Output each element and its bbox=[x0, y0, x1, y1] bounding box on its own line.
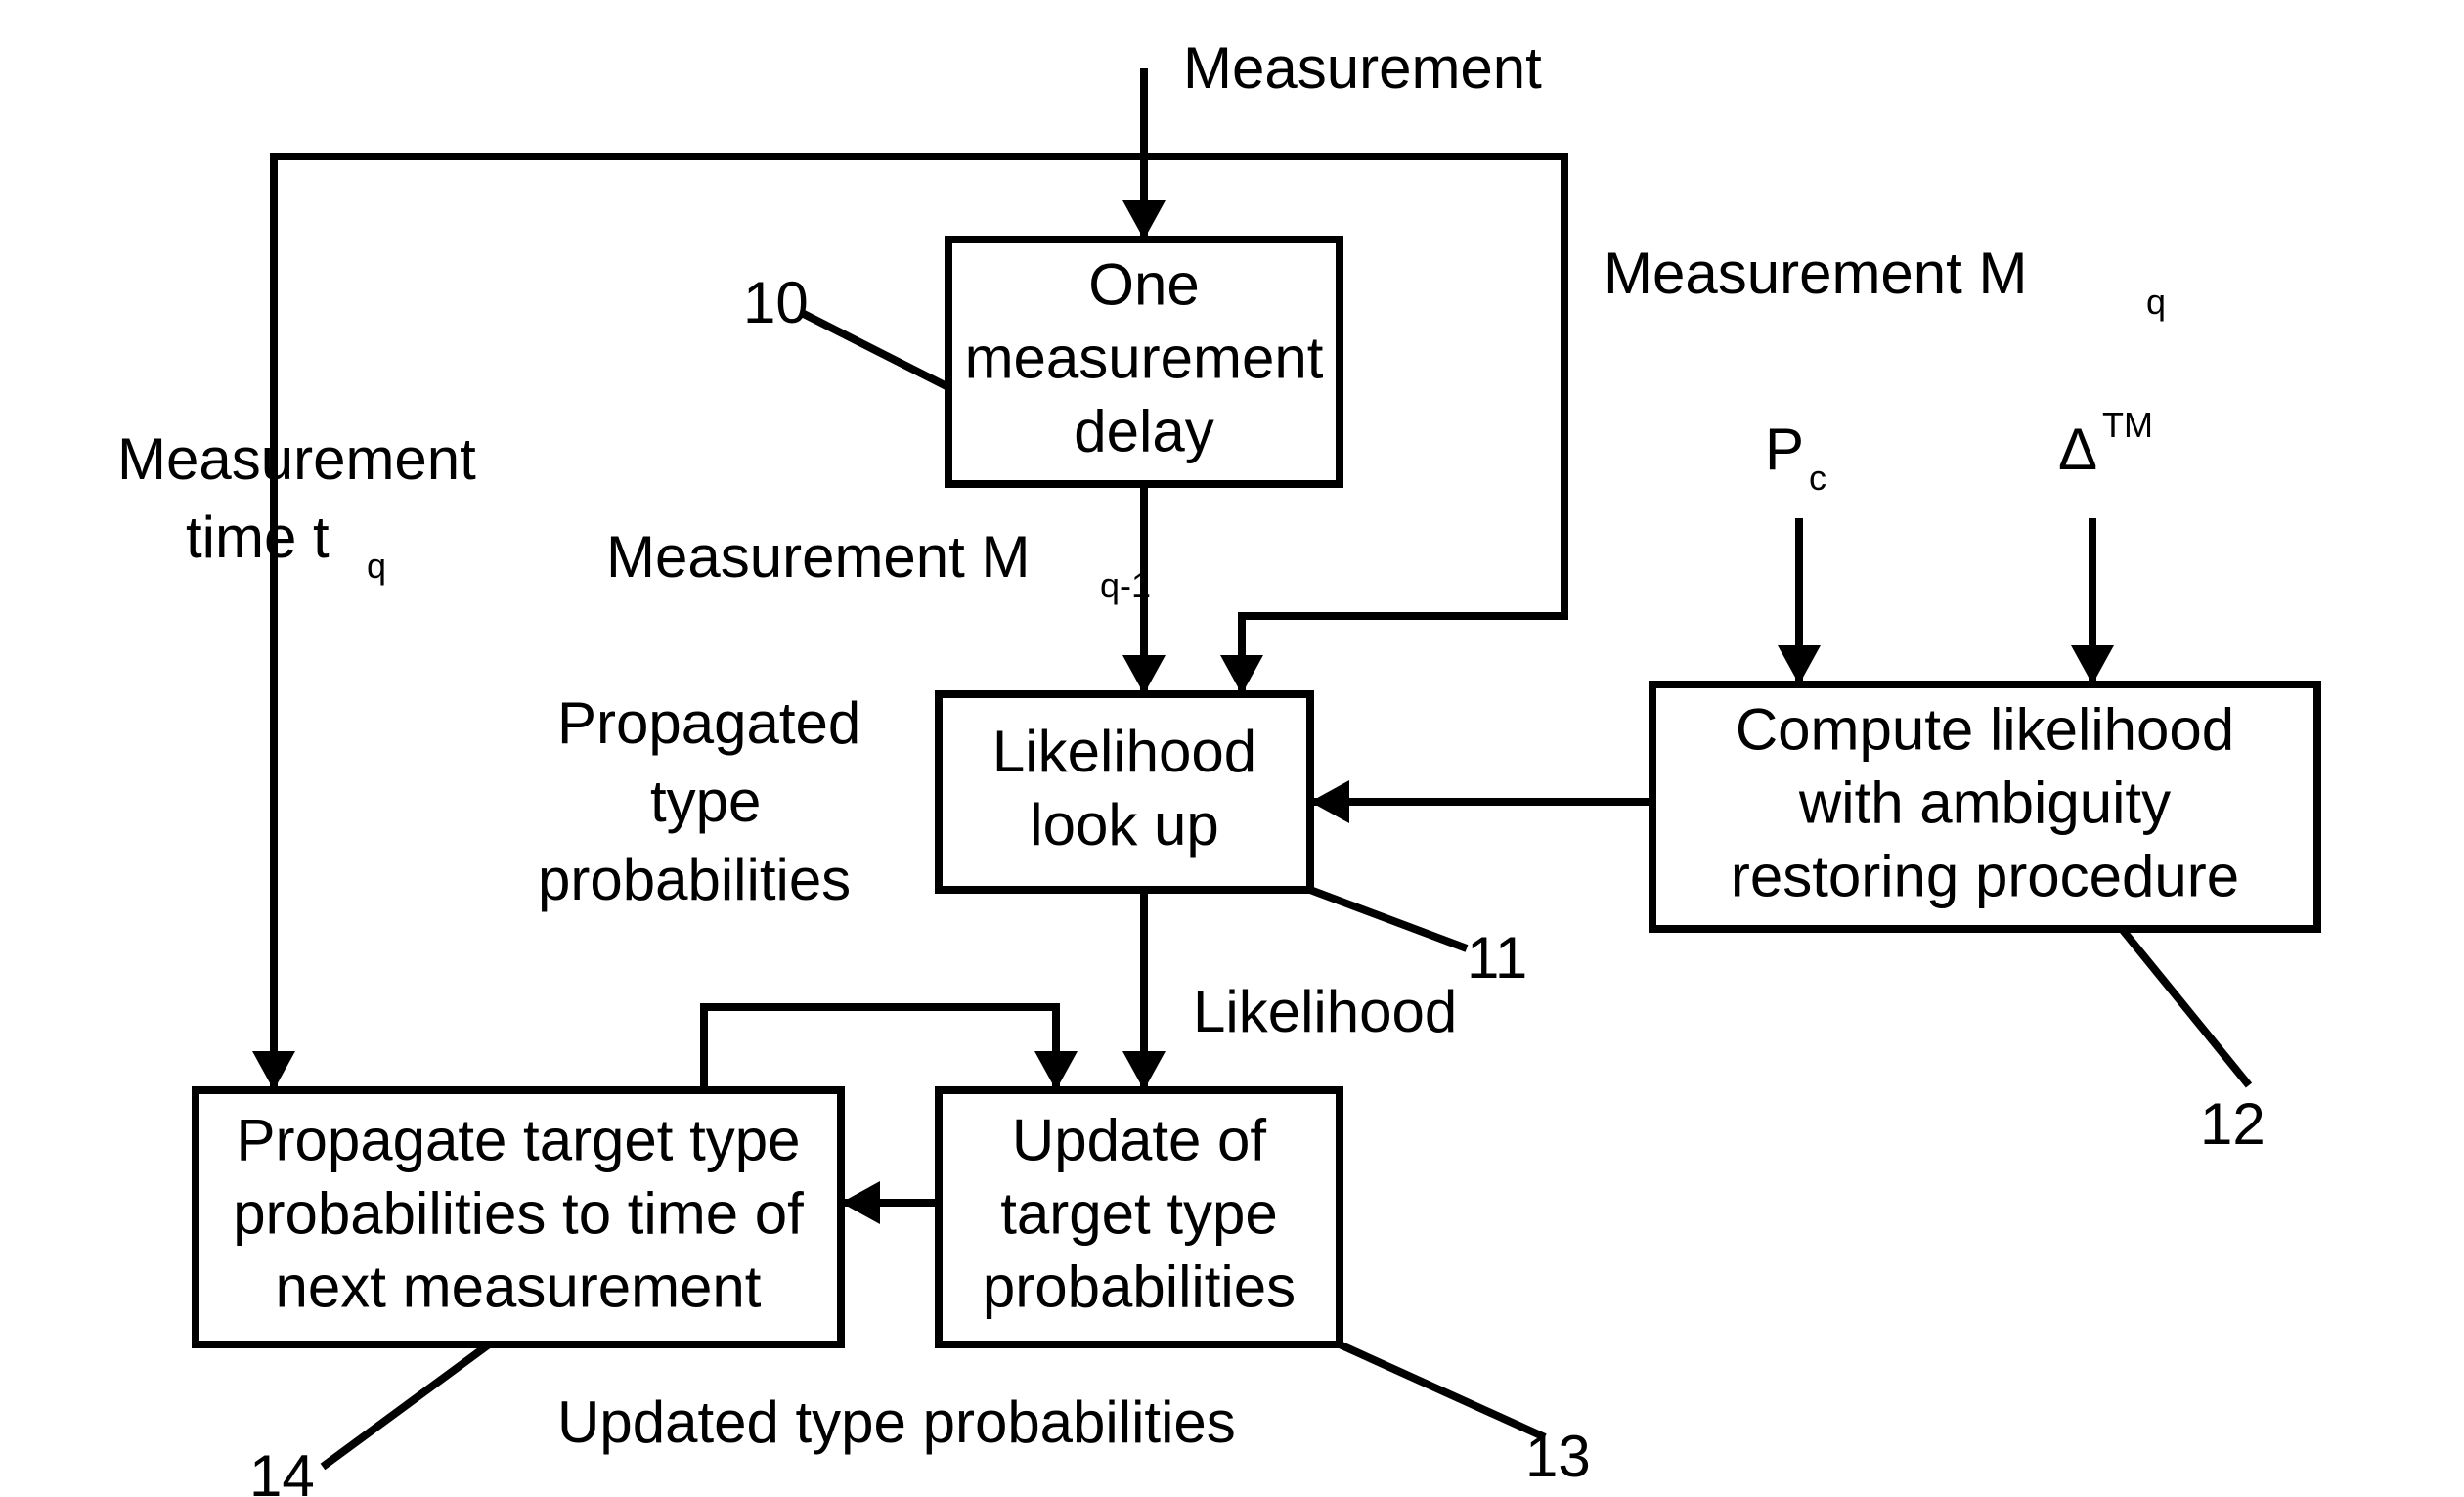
label-likelihood: Likelihood bbox=[1193, 979, 1457, 1044]
label-meas_mq: Measurement M q bbox=[1604, 241, 2166, 322]
arrowhead-delay_to_look bbox=[1122, 655, 1166, 694]
label-delta: ΔTM bbox=[2058, 405, 2153, 482]
arrowhead-look_to_update bbox=[1122, 1051, 1166, 1090]
label-pc-sub: c bbox=[1809, 458, 1826, 498]
node-propagate-line2: next measurement bbox=[276, 1255, 762, 1320]
arrowhead-update_to_prop bbox=[841, 1181, 880, 1224]
arrowhead-time_tq bbox=[252, 1051, 295, 1090]
node-compute-line1: with ambiguity bbox=[1798, 771, 2171, 836]
arrowhead-meas_bypass bbox=[1220, 655, 1263, 694]
node-lookup-line0: Likelihood bbox=[992, 719, 1256, 784]
label-meas_mq-text: Measurement M bbox=[1604, 241, 2027, 306]
label-pc: Pc bbox=[1765, 417, 1826, 498]
label-prop_a-text: Propagated bbox=[557, 690, 860, 756]
ref-num-lookup: 11 bbox=[1467, 925, 1527, 991]
ref-leader-lookup bbox=[1310, 890, 1467, 948]
label-delta-text: Δ bbox=[2058, 417, 2097, 482]
label-time_tq_b: time t q bbox=[186, 505, 386, 586]
label-updated: Updated type probabilities bbox=[557, 1389, 1236, 1455]
flowchart-diagram: One measurement delay Likelihood look up Comp… bbox=[0, 0, 2464, 1497]
label-pc-text: P bbox=[1765, 417, 1804, 482]
label-in_meas-text: Measurement bbox=[1183, 35, 1542, 101]
label-meas_mqm1-sub: q-1 bbox=[1100, 565, 1151, 605]
ref-leader-delay bbox=[802, 313, 946, 386]
node-update-line1: target type bbox=[1000, 1181, 1278, 1247]
node-delay-line0: One bbox=[1088, 252, 1199, 318]
node-update-line2: probabilities bbox=[983, 1255, 1296, 1320]
edge-prop_feedback bbox=[704, 1007, 1056, 1090]
label-likelihood-text: Likelihood bbox=[1193, 979, 1457, 1044]
label-time_tq_a: Measurement bbox=[117, 426, 476, 492]
node-compute-line0: Compute likelihood bbox=[1736, 697, 2234, 763]
ref-leader-update bbox=[1340, 1344, 1545, 1437]
label-meas_mqm1-text: Measurement M bbox=[606, 524, 1030, 590]
node-compute-line2: restoring procedure bbox=[1731, 844, 2239, 909]
node-delay-line1: measurement bbox=[965, 326, 1324, 391]
label-meas_mq-sub: q bbox=[2146, 282, 2166, 322]
label-prop_a: Propagated bbox=[557, 690, 860, 756]
label-time_tq_b-text: time t bbox=[186, 505, 330, 570]
ref-leader-compute bbox=[2122, 929, 2249, 1085]
arrowhead-pc_in bbox=[1778, 645, 1821, 684]
node-propagate-line0: Propagate target type bbox=[236, 1108, 800, 1173]
arrowhead-prop_feedback bbox=[1034, 1051, 1078, 1090]
node-update-line0: Update of bbox=[1012, 1108, 1267, 1173]
label-time_tq_b-sub: q bbox=[367, 546, 386, 586]
node-propagate-line1: probabilities to time of bbox=[233, 1181, 804, 1247]
label-meas_mqm1: Measurement M q-1 bbox=[606, 524, 1151, 605]
label-delta-sup: TM bbox=[2102, 405, 2153, 445]
label-prop_b: type bbox=[650, 769, 761, 834]
node-lookup-line1: look up bbox=[1030, 792, 1218, 858]
ref-leader-propagate bbox=[323, 1344, 489, 1467]
node-delay-line2: delay bbox=[1074, 399, 1213, 464]
label-in_meas: Measurement bbox=[1183, 35, 1542, 101]
label-prop_c-text: probabilities bbox=[538, 847, 851, 912]
label-updated-text: Updated type probabilities bbox=[557, 1389, 1236, 1455]
label-time_tq_a-text: Measurement bbox=[117, 426, 476, 492]
label-prop_b-text: type bbox=[650, 769, 761, 834]
arrowhead-compute_to_look bbox=[1310, 780, 1349, 823]
arrowhead-delta_in bbox=[2071, 645, 2114, 684]
arrowhead-in_meas bbox=[1122, 200, 1166, 240]
ref-num-delay: 10 bbox=[743, 270, 809, 335]
ref-num-propagate: 14 bbox=[249, 1443, 315, 1497]
label-prop_c: probabilities bbox=[538, 847, 851, 912]
ref-num-compute: 12 bbox=[2200, 1091, 2266, 1157]
ref-num-update: 13 bbox=[1525, 1424, 1591, 1489]
